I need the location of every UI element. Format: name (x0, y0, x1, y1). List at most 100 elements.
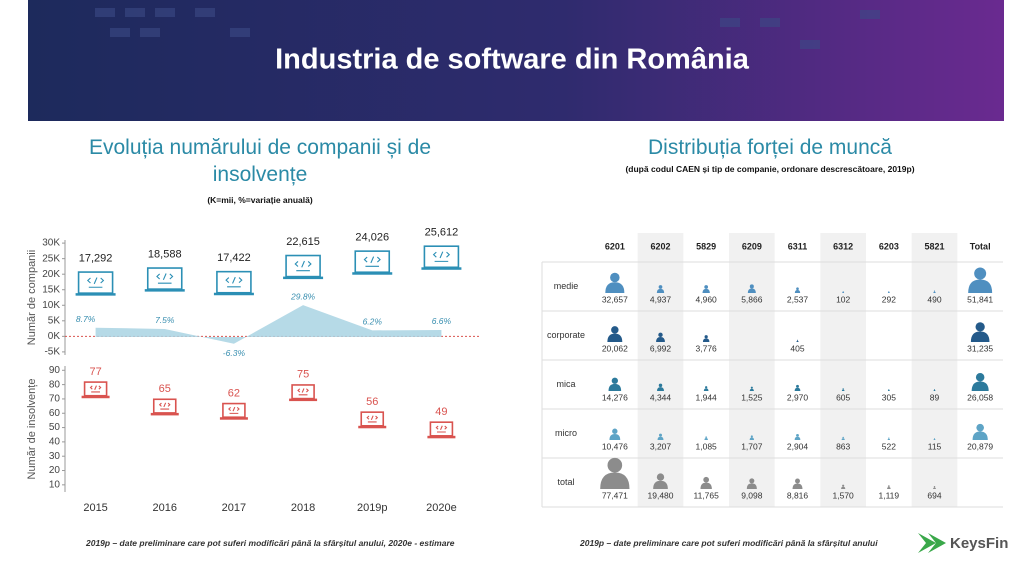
cell-value: 77,471 (602, 490, 628, 500)
growth-label: 8.7% (76, 314, 96, 324)
cell-value: 6,992 (650, 343, 672, 353)
person-head (750, 386, 753, 389)
code-glyph (158, 402, 171, 410)
laptop-icon (75, 271, 116, 296)
person-icon (702, 285, 710, 293)
person-icon (656, 285, 665, 293)
cell-value: 31,235 (967, 343, 993, 353)
person-head (842, 388, 844, 390)
cell-value: 1,944 (696, 392, 718, 402)
y-tick-label: 10K (42, 300, 60, 311)
person-body (970, 331, 990, 342)
cell-value: 5,866 (741, 294, 763, 304)
cell-value: 2,970 (787, 392, 809, 402)
column-shade (820, 233, 866, 507)
person-head (796, 339, 799, 341)
laptop-base (219, 417, 248, 420)
cell-value: 1,707 (741, 441, 763, 451)
person-head (611, 326, 619, 334)
person-head (975, 322, 985, 332)
column-header: 6203 (879, 241, 899, 251)
person-head (705, 436, 708, 439)
person-head (704, 335, 708, 339)
person-icon (968, 267, 993, 293)
code-glyph (297, 388, 309, 396)
code-glyph (294, 260, 312, 272)
y-tick-label: 20 (49, 465, 61, 476)
code-glyph (86, 277, 105, 288)
laptop-screen (423, 245, 460, 269)
person-body (841, 389, 845, 391)
right-footnote: 2019p – date preliminare care pot suferi… (580, 538, 878, 548)
person-icon (702, 335, 710, 342)
laptop-screen (216, 270, 252, 294)
growth-area (95, 305, 442, 344)
person-icon (794, 384, 801, 391)
laptop-icon (352, 250, 393, 275)
cell-value: 9,098 (741, 490, 763, 500)
laptop-icon (358, 411, 387, 429)
laptop-icon (283, 254, 324, 280)
header-decoration (95, 8, 880, 49)
x-tick-label: 2015 (83, 502, 107, 514)
column-header: Total (970, 241, 991, 251)
laptop-icon (150, 398, 179, 416)
code-glyph (156, 273, 174, 284)
y-tick-label: 60 (49, 408, 61, 419)
y-axis-label: Număr de companii (26, 250, 38, 345)
person-body (600, 472, 630, 489)
person-head (704, 285, 709, 289)
cell-value: 10,476 (602, 441, 628, 451)
person-icon (608, 377, 622, 391)
y-tick-label: 70 (49, 394, 61, 405)
cell-value: 3,207 (650, 441, 672, 451)
person-body (700, 482, 712, 489)
laptop-base (283, 276, 324, 280)
person-body (887, 487, 891, 489)
column-shade (729, 233, 775, 507)
cell-value: 292 (882, 294, 896, 304)
person-body (657, 387, 664, 391)
person-body (968, 279, 993, 293)
x-tick-label: 2017 (222, 502, 246, 514)
growth-label: 6.2% (363, 317, 383, 327)
code-glyph (363, 256, 381, 267)
laptop-icon (144, 267, 185, 292)
person-body (792, 483, 803, 489)
person-head (658, 383, 663, 388)
person-icon (933, 290, 936, 293)
person-icon (933, 486, 936, 489)
person-icon (841, 436, 845, 440)
person-head (888, 290, 890, 292)
person-icon (887, 290, 890, 293)
person-body (933, 291, 936, 293)
cell-value: 305 (882, 392, 896, 402)
person-icon (971, 372, 989, 391)
cell-value: 11,765 (693, 490, 719, 500)
person-icon (656, 332, 665, 342)
y-tick-label: 30K (42, 238, 60, 249)
person-icon (747, 284, 756, 293)
y-tick-label: 20K (42, 269, 60, 280)
cell-value: 1,085 (696, 441, 718, 451)
person-head (796, 384, 799, 388)
person-icon (653, 473, 668, 489)
logo-icon (918, 533, 946, 553)
column-header: 6209 (742, 241, 762, 251)
laptop-screen (77, 271, 114, 294)
person-icon (746, 478, 757, 489)
cell-value: 863 (836, 441, 850, 451)
person-icon (794, 287, 801, 293)
person-head (656, 473, 665, 481)
cell-value: 405 (790, 343, 804, 353)
person-body (747, 288, 756, 293)
person-body (656, 337, 665, 342)
value-label: 65 (159, 383, 171, 395)
left-footnote: 2019p – date preliminare care pot suferi… (86, 538, 455, 548)
person-icon (607, 326, 623, 342)
cell-value: 4,344 (650, 392, 672, 402)
cell-value: 14,276 (602, 392, 628, 402)
person-body (887, 389, 890, 391)
row-label: micro (555, 428, 577, 438)
